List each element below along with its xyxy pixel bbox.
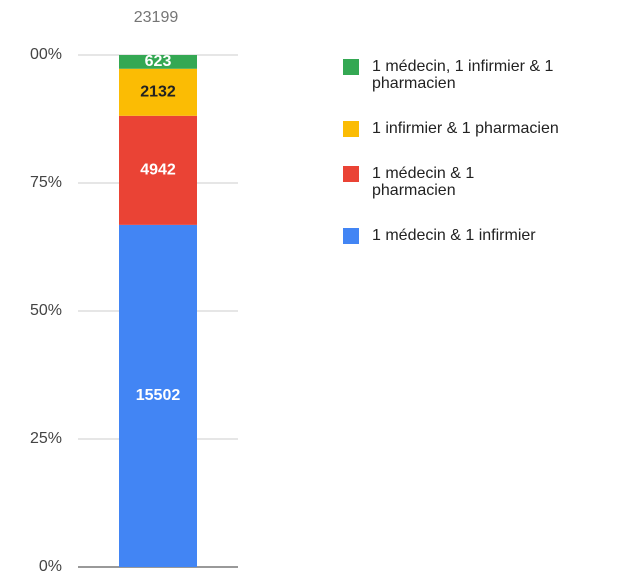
legend-swatch xyxy=(343,121,359,137)
bar-segment xyxy=(119,55,197,69)
legend-label: 1 médecin & 1 pharmacien xyxy=(372,165,474,199)
data-label: 623 xyxy=(145,53,172,70)
data-label: 4942 xyxy=(140,162,176,179)
legend-swatch xyxy=(343,166,359,182)
legend-line: 1 médecin & 1 xyxy=(372,165,474,182)
legend-swatch xyxy=(343,228,359,244)
y-tick-label: 00% xyxy=(30,46,62,63)
data-label: 15502 xyxy=(136,387,181,404)
y-tick-label: 25% xyxy=(30,430,62,447)
bar-segment xyxy=(119,68,197,116)
y-tick-label: 50% xyxy=(30,302,62,319)
legend-label: 1 médecin, 1 infirmier & 1 pharmacien xyxy=(372,58,554,92)
legend-swatch xyxy=(343,59,359,75)
data-label: 2132 xyxy=(140,83,176,100)
legend-line: pharmacien xyxy=(372,75,456,92)
legend-label: 1 médecin & 1 infirmier xyxy=(372,227,536,244)
y-tick-label: 0% xyxy=(39,558,62,575)
bar-segment xyxy=(119,224,197,568)
legend-line: pharmacien xyxy=(372,182,456,199)
legend-label: 1 infirmier & 1 pharmacien xyxy=(372,120,559,137)
y-tick-label: 75% xyxy=(30,174,62,191)
legend-line: 1 médecin, 1 infirmier & 1 xyxy=(372,58,554,75)
bar-segment xyxy=(119,115,197,225)
total-label: 23199 xyxy=(134,9,179,26)
